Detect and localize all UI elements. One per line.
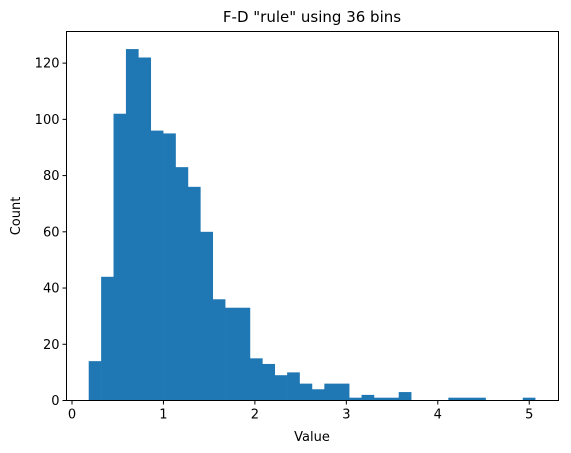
histogram-bar [311, 389, 325, 401]
histogram-bar [324, 383, 338, 401]
histogram-bar [125, 49, 139, 401]
chart-title: F-D "rule" using 36 bins [223, 8, 401, 26]
histogram-bar [274, 375, 288, 401]
histogram-bar [460, 397, 474, 401]
histogram-bar [237, 307, 251, 401]
y-axis-label: Count [9, 197, 24, 236]
histogram-bar [138, 57, 152, 401]
x-tick-label: 5 [525, 408, 533, 423]
histogram-bar [101, 276, 114, 401]
x-axis-ticks: 0 1 2 3 4 5 [68, 400, 533, 423]
histogram-bar [163, 133, 176, 401]
histogram-bar [212, 299, 226, 401]
y-tick-label: 100 [35, 113, 60, 128]
histogram-bar [349, 397, 362, 401]
histogram-bar [522, 397, 536, 401]
histogram-bar [113, 113, 127, 401]
y-tick-label: 80 [43, 169, 60, 184]
histogram-bar [175, 167, 189, 401]
histogram-bar [262, 363, 276, 401]
histogram-bar [398, 392, 412, 401]
x-tick-label: 4 [434, 408, 442, 423]
histogram-bar [150, 130, 164, 401]
histogram-bar [386, 397, 400, 401]
y-tick-label: 0 [51, 394, 59, 409]
histogram-bar [448, 397, 462, 401]
histogram-bar [373, 397, 387, 401]
histogram-bar [473, 397, 486, 401]
histogram-bar [336, 383, 350, 401]
y-tick-label: 120 [35, 57, 60, 72]
histogram-bar [225, 307, 238, 401]
histogram-bar [249, 358, 263, 401]
bars-group [88, 49, 536, 401]
y-axis-ticks: 0 20 40 60 80 100 120 [35, 57, 67, 409]
histogram-bar [299, 383, 313, 401]
x-axis-label: Value [294, 430, 330, 445]
x-tick-label: 3 [342, 408, 350, 423]
histogram-bar [200, 231, 214, 401]
x-tick-label: 0 [68, 408, 76, 423]
plot-frame [66, 31, 559, 401]
histogram-bar [88, 361, 102, 401]
histogram-bar [287, 372, 300, 401]
y-tick-label: 40 [43, 282, 60, 297]
histogram-bar [361, 394, 375, 401]
y-tick-label: 20 [43, 338, 60, 353]
x-tick-label: 2 [251, 408, 259, 423]
x-tick-label: 1 [159, 408, 167, 423]
histogram-bar [187, 186, 201, 401]
y-tick-label: 60 [43, 225, 60, 240]
